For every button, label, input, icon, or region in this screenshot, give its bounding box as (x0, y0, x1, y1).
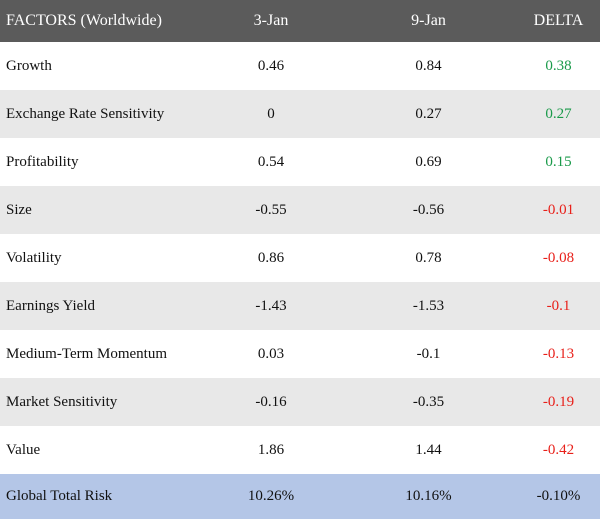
total-date-b: 10.16% (405, 488, 452, 504)
factor-name: Growth (6, 57, 52, 74)
value-date-b: -0.35 (412, 393, 445, 410)
total-label: Global Total Risk (6, 488, 113, 504)
header-factor: FACTORS (Worldwide) (6, 12, 162, 29)
table-row: Volatility 0.86 0.78 -0.08 (0, 234, 600, 282)
value-date-a: 0.03 (257, 345, 285, 362)
total-row: Global Total Risk 10.26% 10.16% -0.10% (0, 474, 600, 519)
factor-name: Exchange Rate Sensitivity (6, 105, 165, 122)
delta-value: -0.08 (542, 249, 575, 266)
value-date-b: -1.53 (412, 297, 445, 314)
value-date-b: 0.27 (415, 105, 442, 122)
value-date-a: -0.16 (255, 393, 287, 410)
factor-name: Volatility (6, 249, 62, 266)
value-date-b: -0.1 (416, 345, 441, 362)
value-date-a: -0.55 (255, 201, 287, 218)
header-date-b: 9-Jan (411, 12, 446, 29)
table-row: Earnings Yield -1.43 -1.53 -0.1 (0, 282, 600, 330)
value-date-a: 0.46 (257, 57, 285, 74)
header-delta: DELTA (533, 12, 584, 29)
delta-value: -0.42 (542, 441, 575, 458)
header-row: FACTORS (Worldwide) 3-Jan 9-Jan DELTA (0, 0, 600, 42)
value-date-a: -1.43 (255, 297, 287, 314)
table-row: Market Sensitivity -0.16 -0.35 -0.19 (0, 378, 600, 426)
factor-name: Medium-Term Momentum (6, 345, 168, 362)
delta-value: -0.1 (546, 297, 571, 314)
factor-name: Value (6, 441, 41, 458)
table-row: Growth 0.46 0.84 0.38 (0, 42, 600, 90)
delta-value: -0.19 (542, 393, 575, 410)
value-date-b: -0.56 (412, 201, 445, 218)
delta-value: -0.01 (542, 201, 575, 218)
table-row: Profitability 0.54 0.69 0.15 (0, 138, 600, 186)
delta-value: -0.13 (542, 345, 575, 362)
value-date-b: 0.69 (415, 153, 442, 170)
value-date-b: 1.44 (415, 441, 442, 458)
total-delta: -0.10% (536, 488, 581, 504)
factor-name: Earnings Yield (6, 297, 96, 314)
table-header: FACTORS (Worldwide) 3-Jan 9-Jan DELTA (0, 0, 600, 42)
table-row: Size -0.55 -0.56 -0.01 (0, 186, 600, 234)
value-date-b: 0.78 (415, 249, 442, 266)
value-date-b: 0.84 (415, 57, 442, 74)
value-date-a: 0.86 (257, 249, 285, 266)
value-date-a: 1.86 (257, 441, 285, 458)
header-date-a: 3-Jan (253, 12, 289, 29)
table-row: Medium-Term Momentum 0.03 -0.1 -0.13 (0, 330, 600, 378)
factor-name: Market Sensitivity (6, 393, 118, 410)
table-row: Exchange Rate Sensitivity 0 0.27 0.27 (0, 90, 600, 138)
delta-value: 0.38 (545, 57, 572, 74)
factor-name: Size (6, 201, 32, 218)
table-body: Growth 0.46 0.84 0.38 Exchange Rate Sens… (0, 42, 600, 519)
delta-value: 0.27 (545, 105, 572, 122)
table-row: Value 1.86 1.44 -0.42 (0, 426, 600, 474)
delta-value: 0.15 (545, 153, 572, 170)
value-date-a: 0.54 (257, 153, 285, 170)
factor-name: Profitability (6, 153, 79, 170)
value-date-a: 0 (267, 105, 275, 122)
total-date-a: 10.26% (247, 488, 295, 504)
